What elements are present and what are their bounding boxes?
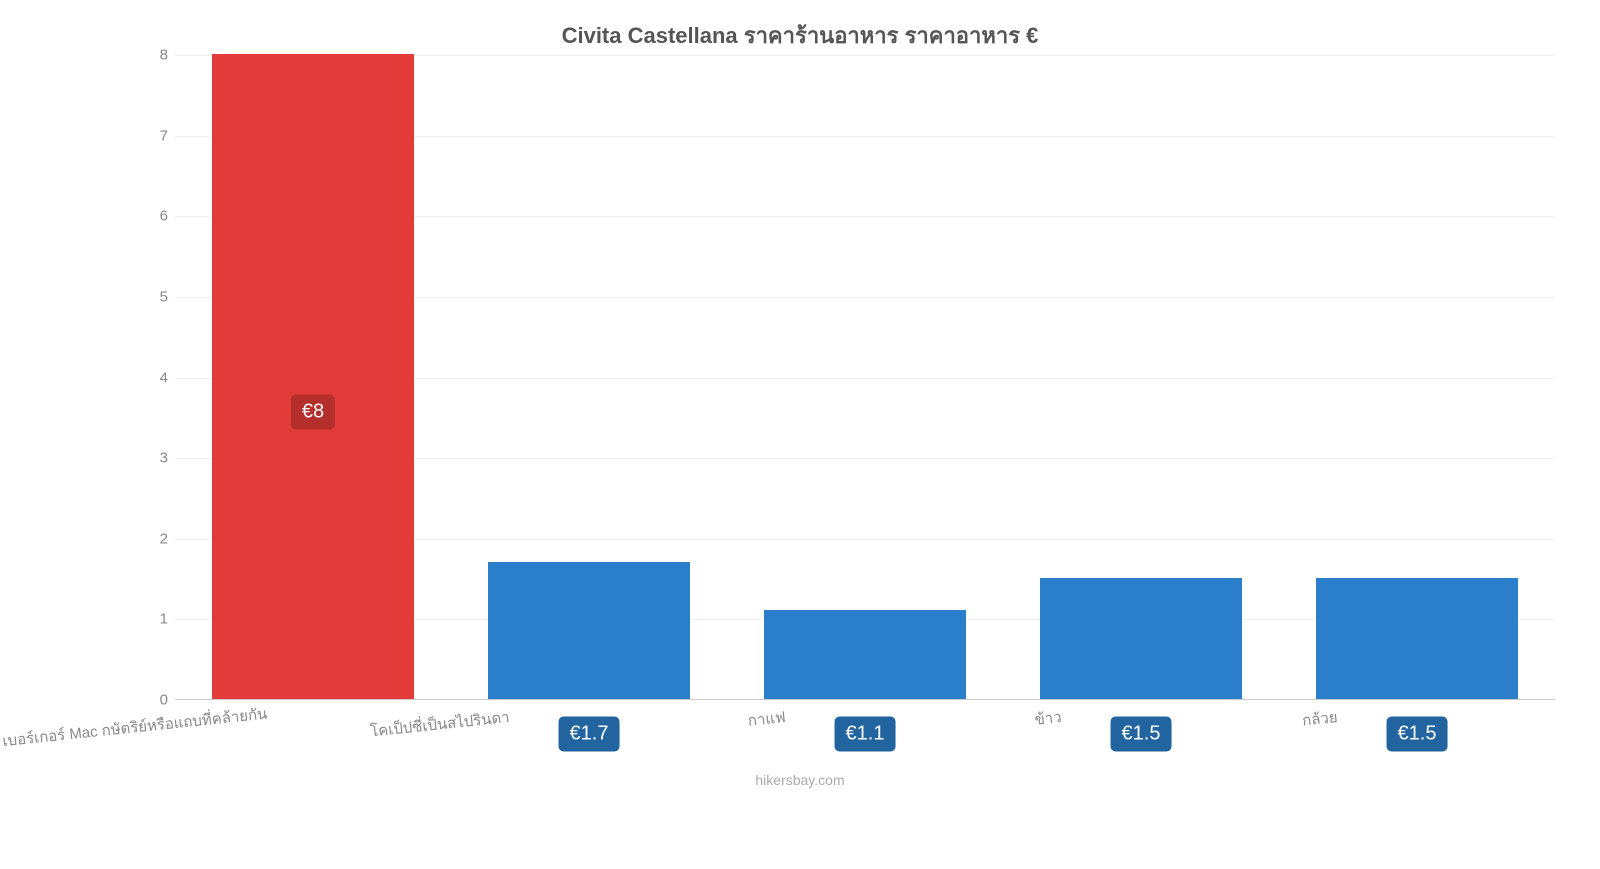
y-axis-tick-label: 0 [128, 692, 168, 709]
bar: €8 [212, 54, 413, 699]
plot-area: €8 €1.7 €1.1 €1.5 €1.5 [175, 55, 1555, 700]
value-badge: €8 [291, 394, 335, 429]
chart-title: Civita Castellana ราคาร้านอาหาร ราคาอาหา… [0, 18, 1600, 53]
bar: €1.7 [488, 562, 689, 699]
y-axis-tick-label: 1 [128, 611, 168, 628]
y-axis-tick-label: 3 [128, 450, 168, 467]
bar: €1.5 [1316, 578, 1517, 699]
y-axis-tick-label: 5 [128, 288, 168, 305]
bar: €1.5 [1040, 578, 1241, 699]
value-badge: €1.5 [1387, 717, 1448, 752]
y-axis-tick-label: 6 [128, 208, 168, 225]
y-axis-tick-label: 7 [128, 127, 168, 144]
y-axis-tick-label: 8 [128, 47, 168, 64]
y-axis-tick-label: 4 [128, 369, 168, 386]
y-axis-tick-label: 2 [128, 530, 168, 547]
price-bar-chart: Civita Castellana ราคาร้านอาหาร ราคาอาหา… [0, 0, 1600, 800]
bar: €1.1 [764, 610, 965, 699]
